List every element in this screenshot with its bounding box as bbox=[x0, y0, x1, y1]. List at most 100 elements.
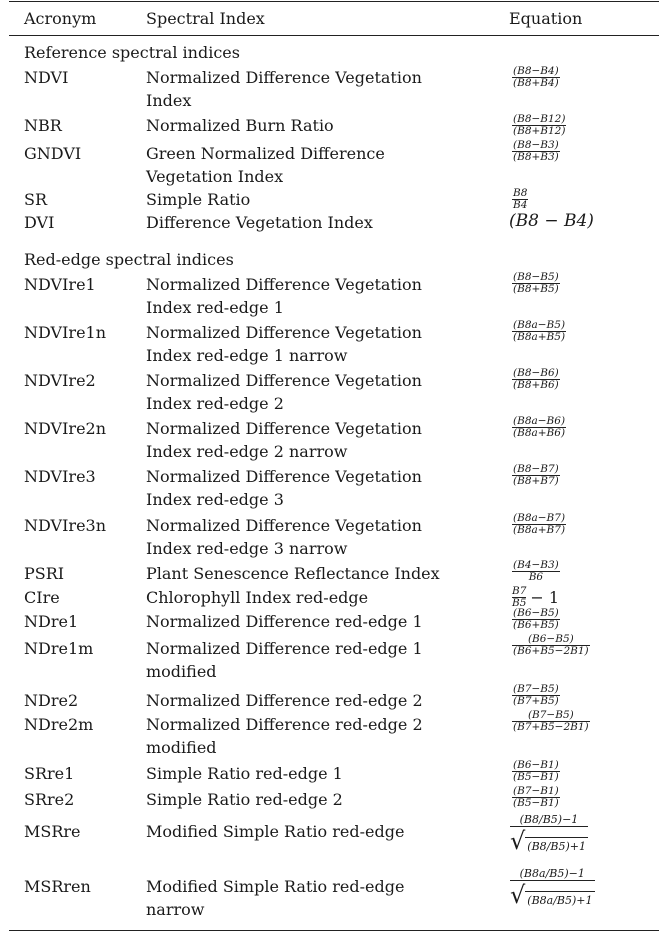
row-index-name: Green Normalized Difference Vegetation I… bbox=[146, 144, 385, 186]
equation-numerator: (B8/B5)−1 bbox=[519, 813, 579, 826]
row-index-name: Normalized Difference Vegetation Index r… bbox=[146, 275, 422, 317]
row-index-name: Difference Vegetation Index bbox=[146, 213, 373, 232]
equation-numerator: (B7−B1) bbox=[513, 785, 559, 797]
row-acronym: NDVIre3 bbox=[24, 467, 96, 486]
row-acronym: NDVI bbox=[24, 68, 69, 87]
equation-denominator: (B8+B3) bbox=[513, 151, 559, 163]
row-acronym: GNDVI bbox=[24, 144, 82, 163]
row-acronym: PSRI bbox=[24, 564, 65, 583]
row-equation: (B8a−B7) (B8a+B7) bbox=[512, 513, 567, 536]
row-index-name: Normalized Difference Vegetation Index bbox=[146, 68, 422, 110]
row-index-name: Simple Ratio red-edge 1 bbox=[146, 764, 343, 783]
row-acronym: NDre2 bbox=[24, 691, 79, 710]
row-acronym: NDVIre1 bbox=[24, 275, 96, 294]
row-index-name: Plant Senescence Reflectance Index bbox=[146, 564, 440, 583]
row-acronym: NDVIre2 bbox=[24, 371, 96, 390]
equation-denominator: (B8a+B6) bbox=[513, 427, 566, 439]
header-rule bbox=[9, 35, 659, 36]
row-index-name: Modified Simple Ratio red-edge bbox=[146, 822, 405, 841]
equation-numerator: (B6−B5) bbox=[527, 633, 574, 645]
row-equation: (B8/B5)−1 √ (B8/B5)+1 bbox=[510, 814, 588, 853]
row-acronym: NDVIre2n bbox=[24, 419, 107, 438]
equation-denominator: √ (B8/B5)+1 bbox=[510, 829, 588, 853]
equation-denominator: B5 bbox=[512, 597, 527, 609]
row-equation: (B6−B1) (B5−B1) bbox=[512, 760, 560, 783]
row-equation: (B7−B5) (B7+B5) bbox=[512, 684, 560, 707]
equation-denominator: (B8+B7) bbox=[513, 475, 559, 487]
row-equation: (B8−B12) (B8+B12) bbox=[512, 114, 567, 137]
row-equation: B7 B5− 1 bbox=[512, 586, 559, 609]
row-equation: (B8−B5) (B8+B5) bbox=[512, 272, 560, 295]
row-acronym: MSRre bbox=[24, 822, 81, 841]
equation-numerator: (B8−B6) bbox=[513, 367, 559, 379]
row-index-name: Chlorophyll Index red-edge bbox=[146, 588, 369, 607]
row-index-name: Normalized Difference red-edge 2 modifie… bbox=[146, 715, 423, 757]
fraction-bar bbox=[512, 524, 567, 525]
equation-radicand: (B8/B5)+1 bbox=[525, 837, 588, 853]
equation-denominator: (B7+B5−2B1) bbox=[513, 721, 589, 733]
row-acronym: NDre1m bbox=[24, 639, 94, 658]
row-equation: (B8a/B5)−1 √ (B8a/B5)+1 bbox=[510, 868, 595, 907]
row-equation: (B8−B6) (B8+B6) bbox=[512, 368, 560, 391]
row-acronym: NDVIre1n bbox=[24, 323, 107, 342]
fraction-bar bbox=[512, 721, 590, 722]
sqrt-icon: √ bbox=[510, 827, 526, 855]
header-acronym: Acronym bbox=[24, 9, 97, 28]
row-index-name: Simple Ratio red-edge 2 bbox=[146, 790, 343, 809]
row-equation: (B8a−B6) (B8a+B6) bbox=[512, 416, 567, 439]
equation-numerator: (B8−B7) bbox=[513, 463, 559, 475]
equation-numerator: (B7−B5) bbox=[513, 683, 559, 695]
row-index-name: Normalized Difference red-edge 2 bbox=[146, 691, 423, 710]
equation-denominator: (B5−B1) bbox=[513, 771, 559, 783]
fraction-bar bbox=[512, 379, 560, 380]
equation-numerator: (B8−B3) bbox=[513, 139, 559, 151]
header-spectral-index: Spectral Index bbox=[146, 9, 265, 28]
equation-numerator: (B6−B1) bbox=[513, 759, 559, 771]
fraction-bar bbox=[512, 597, 527, 598]
fraction-bar bbox=[512, 125, 567, 126]
fraction-bar bbox=[512, 151, 560, 152]
equation-denominator: (B6+B5) bbox=[513, 619, 559, 631]
equation-denominator: (B8+B12) bbox=[513, 125, 566, 137]
row-equation: (B7−B1) (B5−B1) bbox=[512, 786, 560, 809]
equation-numerator: (B8a−B5) bbox=[513, 319, 566, 331]
fraction-bar bbox=[512, 619, 560, 620]
equation-numerator: (B8−B4) bbox=[513, 65, 559, 77]
row-acronym: NBR bbox=[24, 116, 62, 135]
equation-radicand: (B8a/B5)+1 bbox=[525, 891, 595, 907]
row-index-name: Normalized Burn Ratio bbox=[146, 116, 334, 135]
fraction-bar bbox=[512, 771, 560, 772]
equation-numerator: (B6−B5) bbox=[513, 607, 559, 619]
equation-numerator: (B7−B5) bbox=[527, 709, 574, 721]
equation-denominator: (B8a+B7) bbox=[513, 524, 566, 536]
bottom-rule bbox=[9, 930, 659, 931]
equation-denominator: (B8+B4) bbox=[513, 77, 559, 89]
equation-tail: − 1 bbox=[530, 588, 560, 607]
row-acronym: SRre2 bbox=[24, 790, 75, 809]
row-acronym: NDre1 bbox=[24, 612, 79, 631]
equation-numerator: B7 bbox=[512, 585, 527, 597]
equation-fraction: B7 B5 bbox=[512, 585, 527, 609]
row-acronym: NDre2m bbox=[24, 715, 94, 734]
row-equation: (B6−B5) (B6+B5) bbox=[512, 608, 560, 631]
fraction-bar bbox=[510, 826, 588, 827]
row-index-name: Simple Ratio bbox=[146, 190, 251, 209]
equation-denominator: B6 bbox=[528, 571, 544, 583]
equation-numerator: (B8a/B5)−1 bbox=[519, 867, 585, 880]
equation-denominator: (B7+B5) bbox=[513, 695, 559, 707]
section-rededge: Red-edge spectral indices bbox=[24, 250, 234, 269]
row-equation: B8 B4 bbox=[512, 187, 529, 211]
row-equation: (B6−B5) (B6+B5−2B1) bbox=[512, 634, 590, 657]
row-acronym: CIre bbox=[24, 588, 60, 607]
row-equation: (B7−B5) (B7+B5−2B1) bbox=[512, 710, 590, 733]
fraction-bar bbox=[512, 571, 560, 572]
row-equation: (B4−B3) B6 bbox=[512, 560, 560, 583]
row-index-name: Normalized Difference Vegetation Index r… bbox=[146, 419, 422, 461]
fraction-bar bbox=[512, 695, 560, 696]
row-acronym: MSRren bbox=[24, 877, 91, 896]
fraction-bar bbox=[512, 427, 567, 428]
row-acronym: DVI bbox=[24, 213, 55, 232]
equation-numerator: B8 bbox=[513, 187, 528, 199]
row-equation: (B8−B3) (B8+B3) bbox=[512, 140, 560, 163]
fraction-bar bbox=[512, 331, 567, 332]
